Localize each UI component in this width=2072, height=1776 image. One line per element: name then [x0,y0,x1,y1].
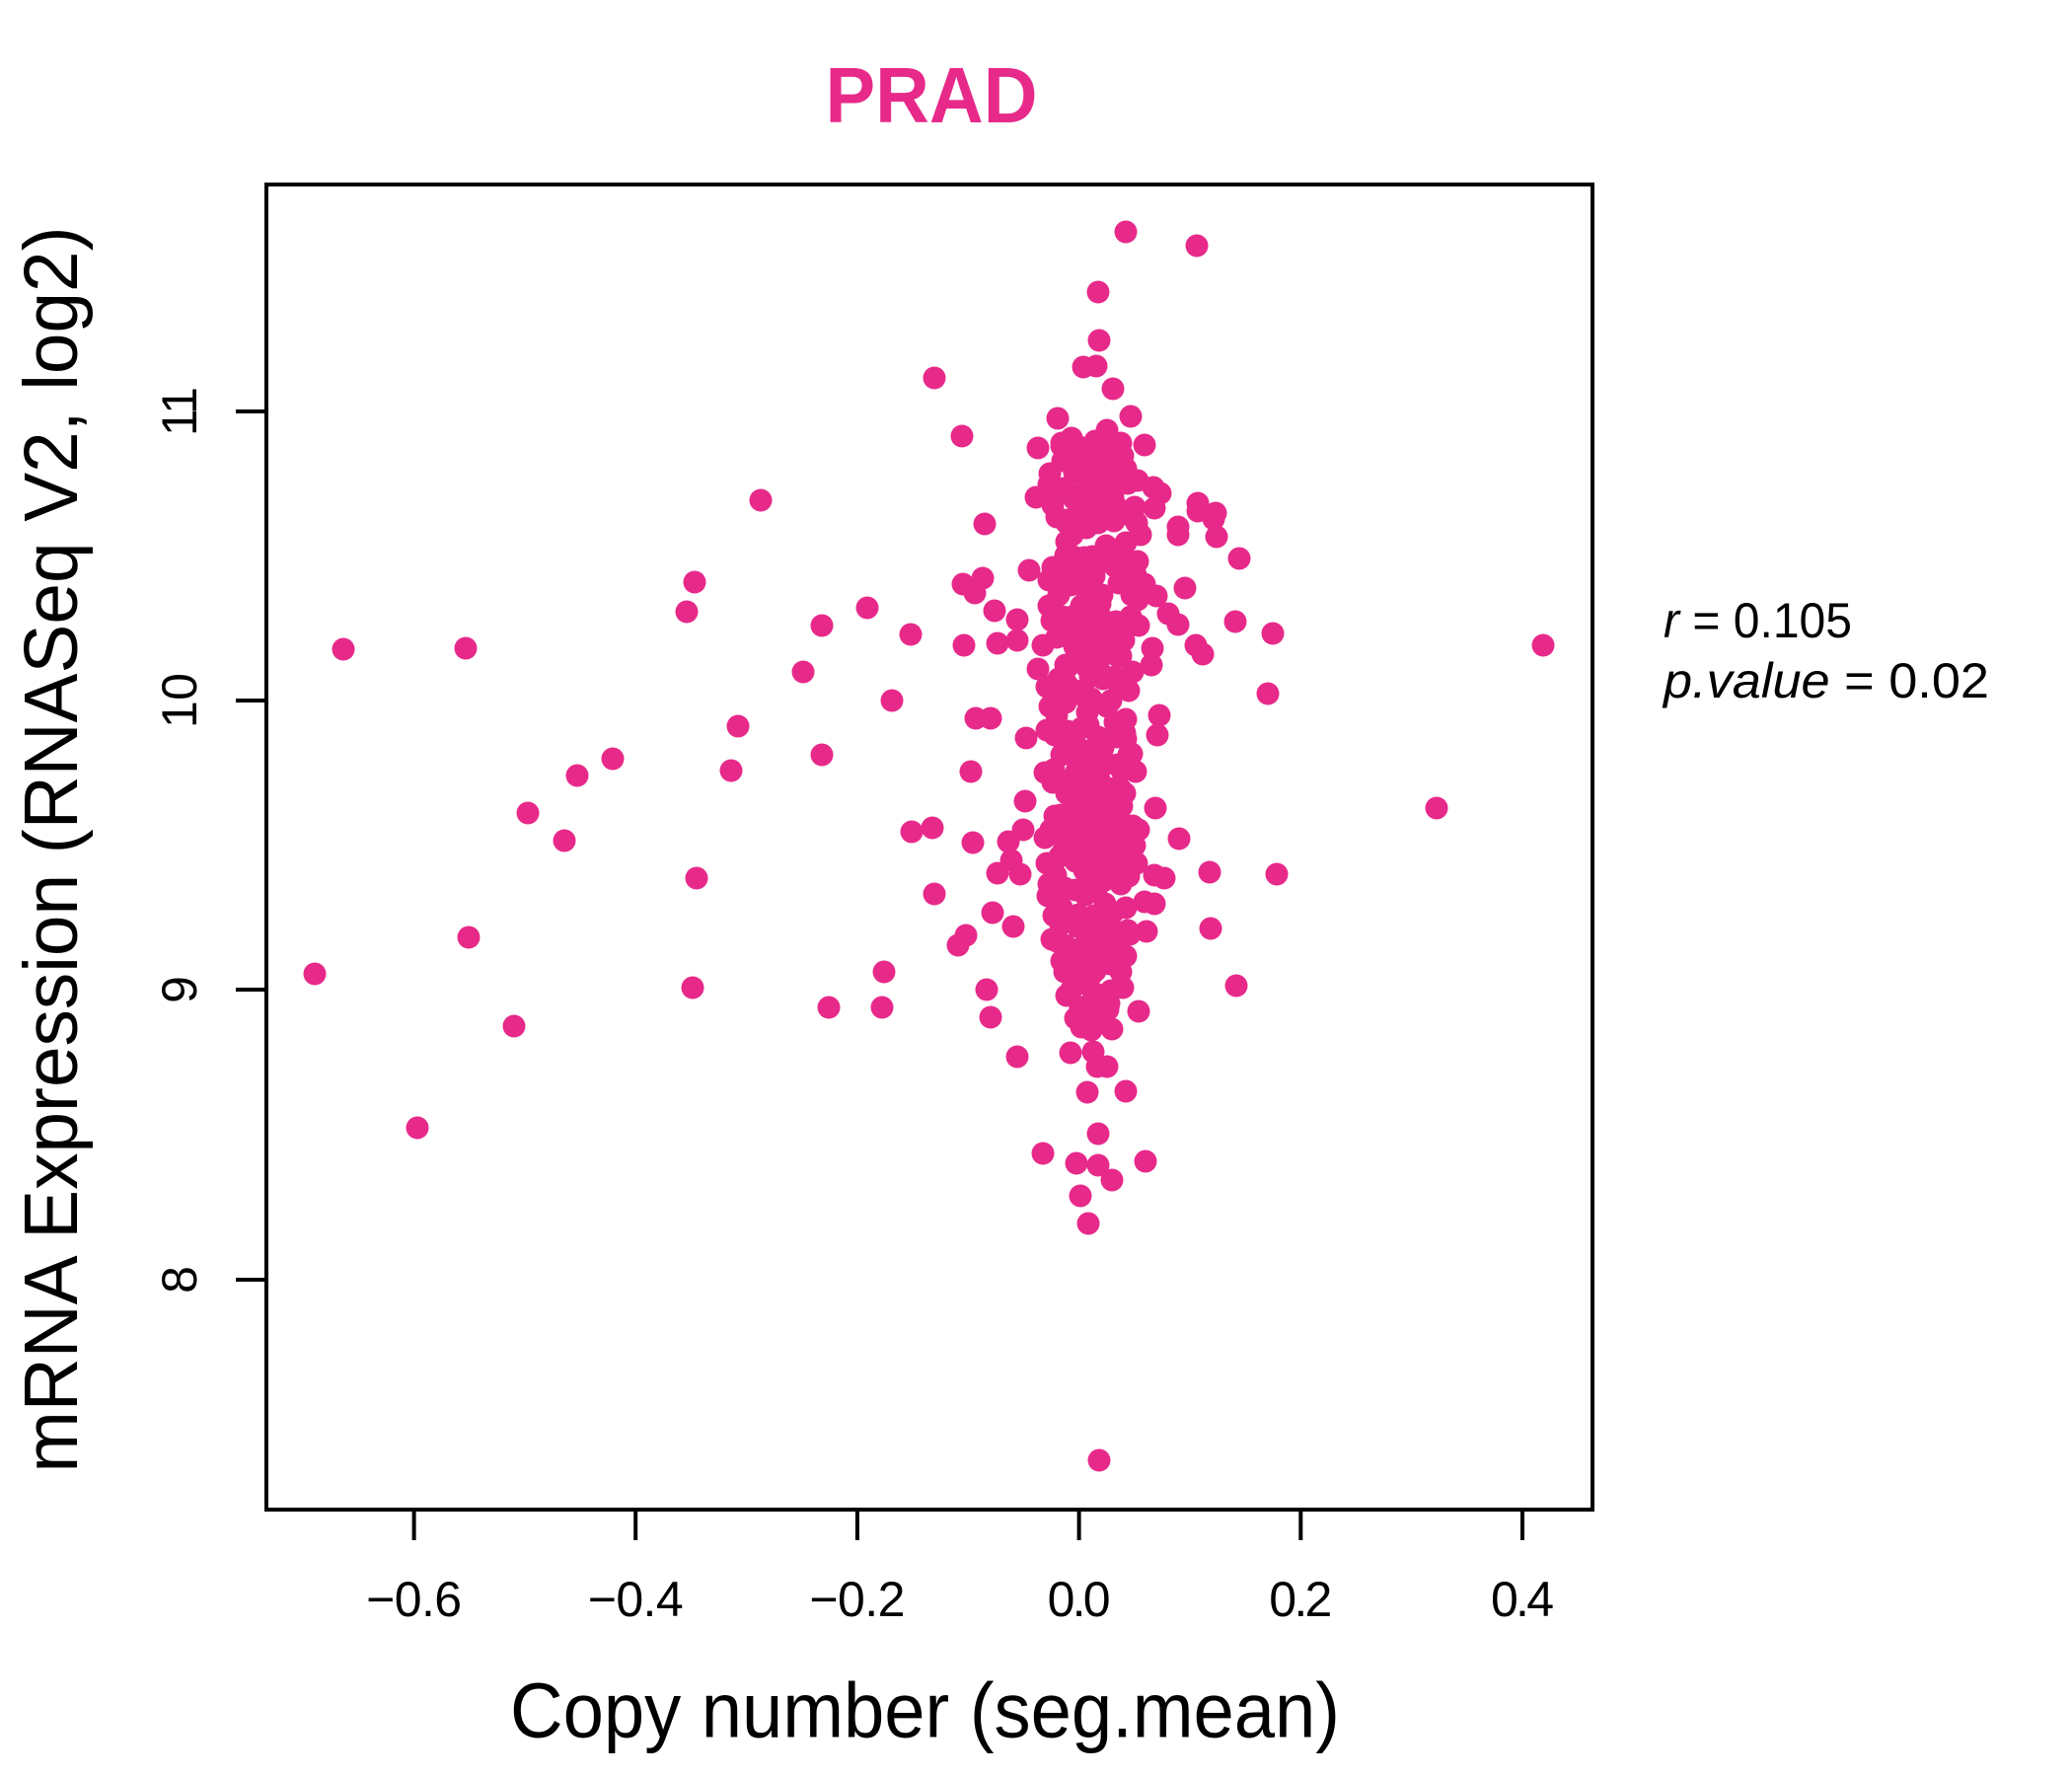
svg-text:−0.6: −0.6 [366,1572,462,1627]
svg-text:−0.2: −0.2 [809,1572,905,1627]
svg-text:0.2: 0.2 [1269,1572,1332,1627]
svg-text:−0.4: −0.4 [588,1572,684,1627]
svg-text:0.0: 0.0 [1048,1572,1111,1627]
svg-text:11: 11 [152,387,207,436]
svg-text:10: 10 [152,673,207,728]
svg-text:8: 8 [152,1266,207,1294]
svg-text:r = 0.105: r = 0.105 [1664,593,1852,648]
svg-text:PRAD: PRAD [826,51,1038,139]
svg-text:9: 9 [152,976,207,1003]
svg-text:0.4: 0.4 [1491,1572,1554,1627]
svg-text:mRNA Expression (RNASeq V2, lo: mRNA Expression (RNASeq V2, log2) [9,227,94,1473]
svg-text:Copy number (seg.mean): Copy number (seg.mean) [510,1666,1340,1754]
svg-text:p.value = 0.02: p.value = 0.02 [1662,653,1989,708]
